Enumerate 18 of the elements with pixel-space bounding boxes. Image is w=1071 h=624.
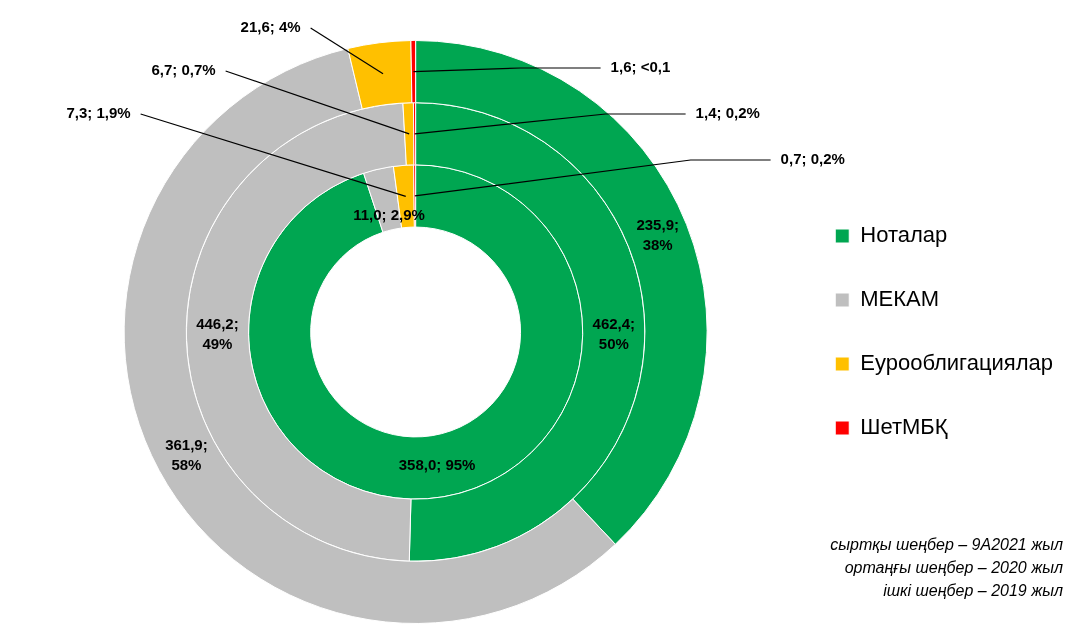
- data-label: 361,9; 58%: [165, 435, 208, 473]
- data-label: 358,0; 95%: [398, 456, 476, 474]
- legend-label: ШетМБҚ: [860, 414, 948, 440]
- text: ішкі шеңбер – 2019 жыл: [882, 581, 1063, 601]
- data-label: 235,9; 38%: [636, 216, 679, 254]
- data-label: 6,7; 0,7%: [151, 61, 216, 79]
- legend-label: Еурооблигациялар: [860, 350, 1054, 376]
- data-label: 462,4; 50%: [592, 314, 636, 352]
- legend-label: МЕКАМ: [860, 286, 940, 312]
- data-label: 7,3; 1,9%: [66, 104, 131, 122]
- data-label: 21,6; 4%: [240, 18, 301, 36]
- text: сыртқы шеңбер – 9А2021 жыл: [830, 535, 1063, 555]
- text: ортаңғы шеңбер – 2020 жыл: [843, 558, 1063, 578]
- legend-label: Ноталар: [860, 222, 948, 248]
- data-label: 446,2; 49%: [196, 314, 239, 352]
- data-label: 1,4; 0,2%: [695, 104, 760, 122]
- data-label: 0,7; 0,2%: [780, 150, 845, 168]
- data-label: 1,6; <0,1: [610, 58, 671, 76]
